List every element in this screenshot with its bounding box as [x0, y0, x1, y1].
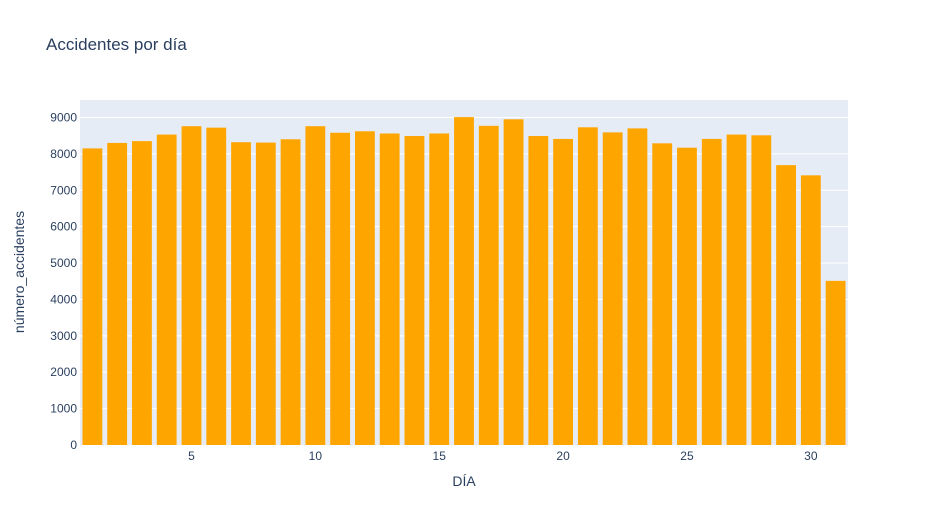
- bar-day-24[interactable]: [652, 143, 673, 446]
- bar-day-25[interactable]: [677, 147, 697, 445]
- bar-day-12[interactable]: [354, 131, 375, 445]
- x-tick-label: 5: [188, 449, 195, 463]
- y-tick-label: 5000: [50, 256, 77, 270]
- bars: [82, 117, 846, 446]
- bar-day-15[interactable]: [429, 133, 450, 445]
- bar-day-16[interactable]: [454, 117, 474, 445]
- bar-day-8[interactable]: [255, 142, 276, 446]
- x-tick-label: 30: [804, 449, 818, 463]
- bar-day-2[interactable]: [107, 142, 128, 445]
- y-axis-ticks: 0 1000 2000 3000 4000 5000 6000 7000 8000 9000: [50, 110, 77, 452]
- y-tick-label: 1000: [50, 402, 77, 416]
- bar-day-30[interactable]: [800, 175, 821, 445]
- x-tick-label: 25: [680, 449, 694, 463]
- bar-day-5[interactable]: [181, 126, 202, 446]
- bar-day-27[interactable]: [726, 134, 747, 445]
- bar-day-26[interactable]: [701, 138, 722, 445]
- bar-day-22[interactable]: [602, 132, 623, 446]
- bar-day-9[interactable]: [280, 139, 301, 445]
- bar-day-21[interactable]: [577, 127, 598, 445]
- y-tick-label: 8000: [50, 147, 77, 161]
- bar-day-13[interactable]: [379, 133, 400, 445]
- x-axis-ticks: 5 10 15 20 25 30: [188, 449, 818, 463]
- bar-day-17[interactable]: [478, 125, 499, 445]
- bar-day-4[interactable]: [156, 134, 177, 445]
- y-tick-label: 9000: [50, 110, 77, 124]
- bar-day-20[interactable]: [553, 138, 574, 445]
- chart-title: Accidentes por día: [46, 35, 187, 54]
- y-tick-label: 7000: [50, 183, 77, 197]
- bar-day-1[interactable]: [82, 148, 103, 445]
- x-tick-label: 15: [433, 449, 447, 463]
- bar-day-14[interactable]: [404, 136, 425, 445]
- bar-day-11[interactable]: [330, 132, 351, 445]
- bar-day-19[interactable]: [528, 136, 549, 445]
- bar-day-31[interactable]: [825, 280, 846, 445]
- bar-day-7[interactable]: [231, 142, 251, 445]
- y-tick-label: 6000: [50, 220, 77, 234]
- y-axis-title: número_accidentes: [11, 211, 27, 333]
- bar-day-6[interactable]: [206, 127, 227, 445]
- bar-day-18[interactable]: [503, 119, 524, 446]
- x-axis-title: DÍA: [452, 473, 476, 489]
- x-tick-label: 10: [309, 449, 323, 463]
- bar-day-23[interactable]: [627, 128, 648, 445]
- y-tick-label: 0: [70, 438, 77, 452]
- y-tick-label: 3000: [50, 329, 77, 343]
- bar-day-10[interactable]: [305, 126, 326, 446]
- bar-day-3[interactable]: [132, 141, 152, 445]
- y-tick-label: 2000: [50, 365, 77, 379]
- bar-day-28[interactable]: [751, 135, 772, 445]
- x-tick-label: 20: [556, 449, 570, 463]
- bar-day-29[interactable]: [776, 165, 796, 446]
- y-tick-label: 4000: [50, 292, 77, 306]
